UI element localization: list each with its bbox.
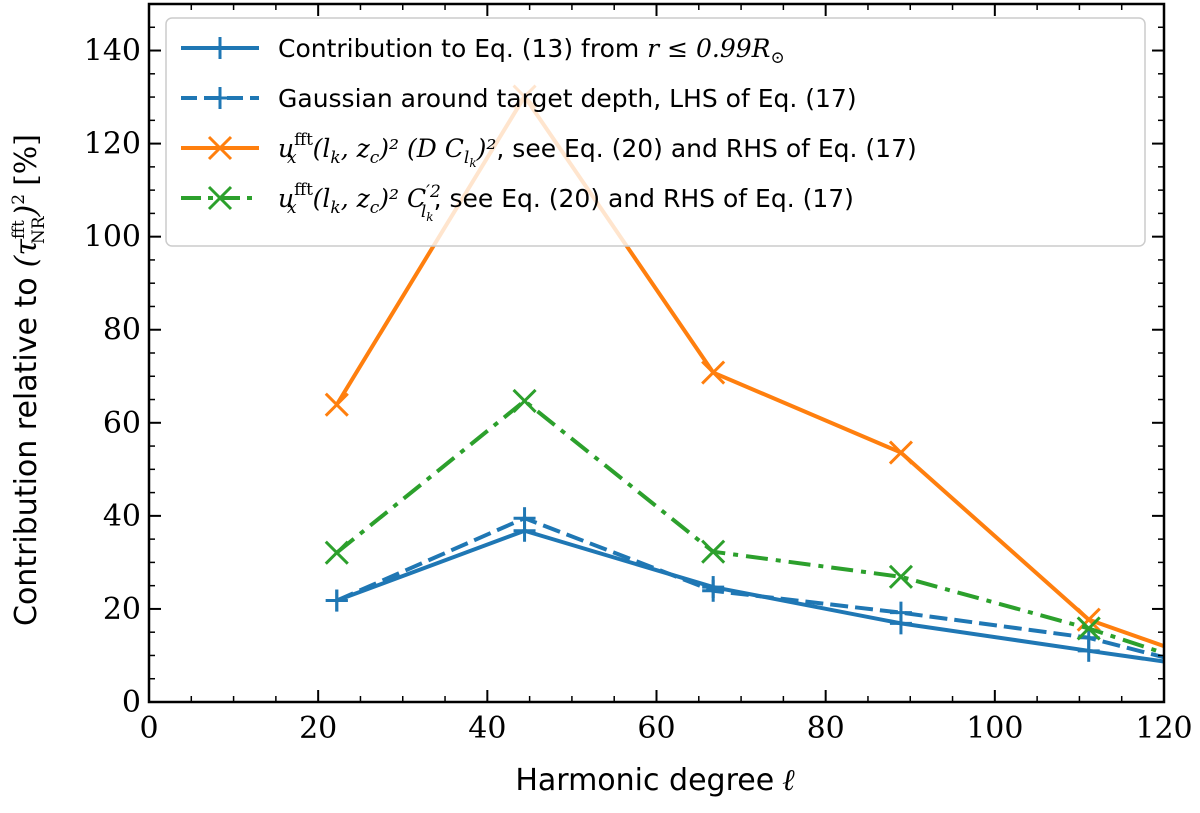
- legend-entry-dc: ufft x (lk, zc)² (D Clk)², see Eq. (20) an…: [278, 130, 917, 170]
- x-tick-label: 40: [468, 711, 506, 746]
- x-tick-label: 0: [139, 711, 158, 746]
- x-tick-label: 100: [966, 711, 1023, 746]
- legend-box: [165, 17, 1146, 247]
- series-3-point: [701, 539, 726, 564]
- legend-entry-cprime: ufft x (lk, zc)² C′2 lk, see Eq. (20) and R…: [278, 180, 854, 224]
- legend-entry-contribution: Contribution to Eq. (13) from r ≤ 0.99R⊙: [278, 34, 785, 68]
- legend-handles: [181, 37, 259, 211]
- legend-handle-marker-3: [207, 185, 233, 211]
- tick-labels: 0 20 40 60 80 100 120 0 20 40 60 80 100 120 140: [84, 34, 1193, 746]
- series-2-point: [701, 360, 726, 385]
- plot-frame: [147, 2, 1166, 704]
- x-tick-label: 120: [1135, 711, 1192, 746]
- series-2-point: [888, 440, 914, 465]
- x-axis-title: Harmonic degree ℓ: [515, 763, 795, 798]
- y-tick-label: 0: [122, 685, 141, 720]
- series-3-point: [512, 388, 537, 413]
- y-tick-label: 120: [84, 127, 141, 162]
- y-tick-label: 140: [84, 34, 141, 69]
- y-tick-label: 80: [103, 313, 141, 348]
- series-line-0: [336, 528, 1165, 664]
- series-3-point: [888, 564, 914, 589]
- series-2-point: [324, 392, 349, 417]
- y-tick-label: 20: [103, 592, 141, 627]
- y-axis-title: Contribution relative to(τfftNR)2[%]: [9, 134, 49, 626]
- y-tick-label: 40: [103, 499, 141, 534]
- series-line-1: [335, 516, 1165, 660]
- y-tick-label: 60: [103, 406, 141, 441]
- series-3-point: [324, 540, 349, 565]
- series-line-3: [335, 398, 1165, 656]
- legend-handle-marker-2: [207, 135, 233, 161]
- series-3-point: [1076, 616, 1101, 641]
- series-2-point: [1076, 607, 1101, 632]
- legend: Contribution to Eq. (13) from r ≤ 0.99R⊙…: [165, 17, 1146, 247]
- x-tick-label: 60: [637, 711, 675, 746]
- y-tick-label: 100: [84, 220, 141, 255]
- x-tick-label: 20: [299, 711, 337, 746]
- legend-entry-gaussian: Gaussian around target depth, LHS of Eq.…: [278, 84, 857, 113]
- x-tick-label: 80: [807, 711, 845, 746]
